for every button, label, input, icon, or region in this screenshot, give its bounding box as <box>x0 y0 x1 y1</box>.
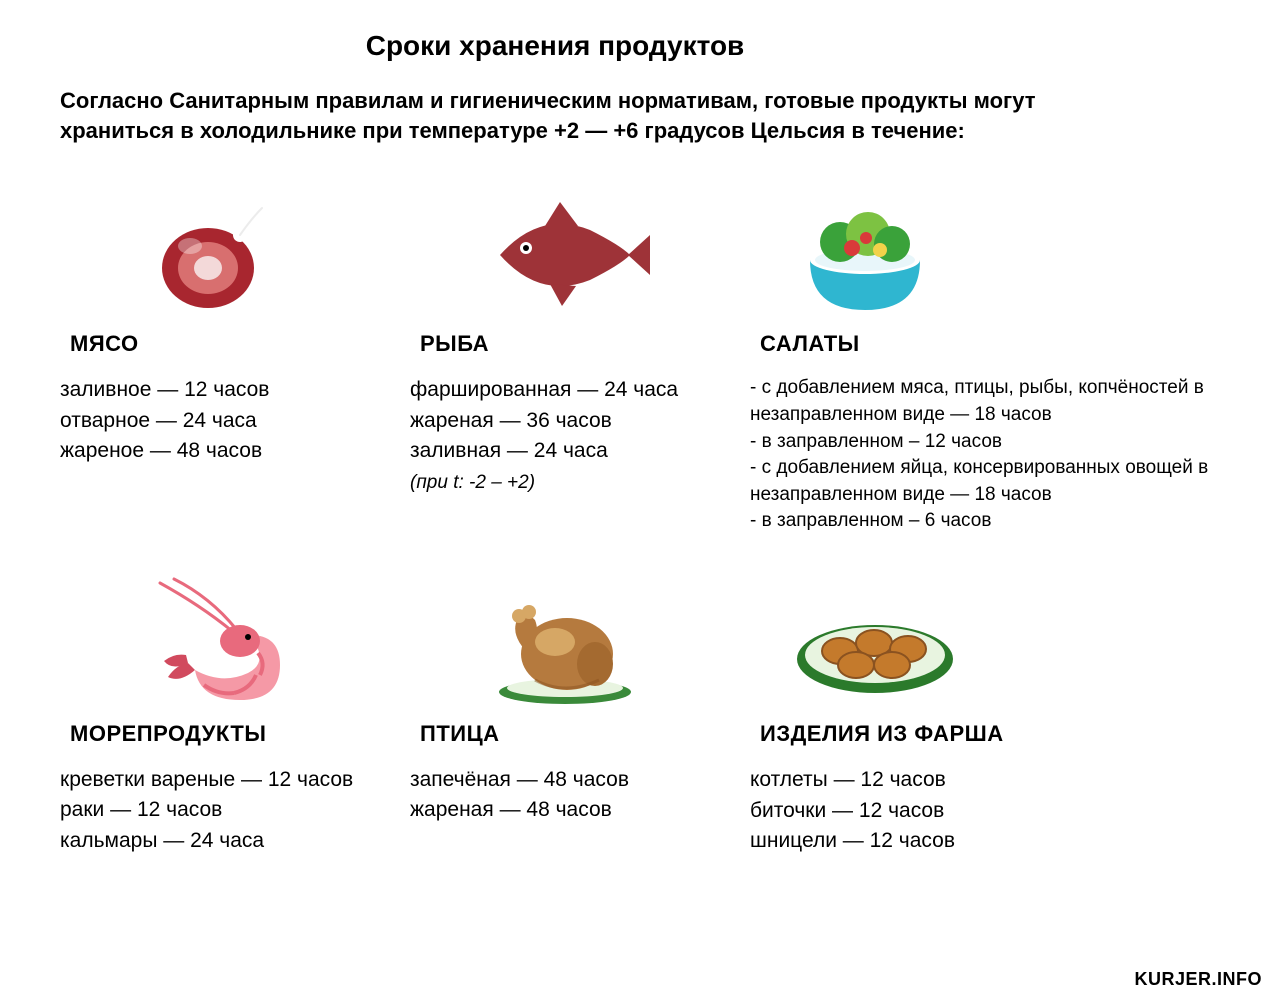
line: жареная — 36 часов <box>410 406 720 436</box>
intro-text: Согласно Санитарным правилам и гигиениче… <box>60 86 1080 145</box>
category-title: РЫБА <box>420 331 720 357</box>
category-seafood: МОРЕПРОДУКТЫ креветки вареные — 12 часов… <box>60 575 380 857</box>
category-title: МОРЕПРОДУКТЫ <box>70 721 380 747</box>
category-lines: заливное — 12 часов отварное — 24 часа ж… <box>60 375 380 466</box>
source-credit: KURJER.INFO <box>1134 969 1262 990</box>
line: - с добавлением мяса, птицы, рыбы, копчё… <box>750 375 1240 428</box>
category-grid: МЯСО заливное — 12 часов отварное — 24 ч… <box>60 185 1250 856</box>
category-salads: САЛАТЫ - с добавлением мяса, птицы, рыбы… <box>750 185 1240 535</box>
category-lines: запечёная — 48 часов жареная — 48 часов <box>410 765 720 826</box>
line: раки — 12 часов <box>60 795 380 825</box>
category-mince: ИЗДЕЛИЯ ИЗ ФАРША котлеты — 12 часов бито… <box>750 575 1240 857</box>
category-fish: РЫБА фаршированная — 24 часа жареная — 3… <box>410 185 720 535</box>
category-lines: котлеты — 12 часов биточки — 12 часов шн… <box>750 765 1240 856</box>
category-lines: - с добавлением мяса, птицы, рыбы, копчё… <box>750 375 1240 535</box>
shrimp-icon <box>60 575 380 715</box>
salad-icon <box>750 185 1240 325</box>
line: котлеты — 12 часов <box>750 765 1240 795</box>
category-meat: МЯСО заливное — 12 часов отварное — 24 ч… <box>60 185 380 535</box>
line: - в заправленном – 12 часов <box>750 429 1240 456</box>
line: фаршированная — 24 часа <box>410 375 720 405</box>
category-title: ИЗДЕЛИЯ ИЗ ФАРША <box>760 721 1240 747</box>
meat-icon <box>60 185 380 325</box>
category-title: ПТИЦА <box>420 721 720 747</box>
line: биточки — 12 часов <box>750 796 1240 826</box>
line: заливное — 12 часов <box>60 375 380 405</box>
line: отварное — 24 часа <box>60 406 380 436</box>
line: - в заправленном – 6 часов <box>750 508 1240 535</box>
line: заливная — 24 часа <box>410 436 720 466</box>
page: Сроки хранения продуктов Согласно Санита… <box>0 0 1280 1004</box>
category-title: МЯСО <box>70 331 380 357</box>
line-note: (при t: -2 – +2) <box>410 469 720 497</box>
line: запечёная — 48 часов <box>410 765 720 795</box>
category-lines: фаршированная — 24 часа жареная — 36 час… <box>410 375 720 496</box>
line: шницели — 12 часов <box>750 826 1240 856</box>
cutlets-icon <box>750 575 1240 715</box>
line: жареное — 48 часов <box>60 436 380 466</box>
poultry-icon <box>410 575 720 715</box>
page-title: Сроки хранения продуктов <box>60 30 1250 62</box>
line: кальмары — 24 часа <box>60 826 380 856</box>
category-title: САЛАТЫ <box>760 331 1240 357</box>
fish-icon <box>410 185 720 325</box>
line: - с добавлением яйца, консервированных о… <box>750 455 1240 508</box>
line: жареная — 48 часов <box>410 795 720 825</box>
line: креветки вареные — 12 часов <box>60 765 380 795</box>
category-poultry: ПТИЦА запечёная — 48 часов жареная — 48 … <box>410 575 720 857</box>
category-lines: креветки вареные — 12 часов раки — 12 ча… <box>60 765 380 856</box>
